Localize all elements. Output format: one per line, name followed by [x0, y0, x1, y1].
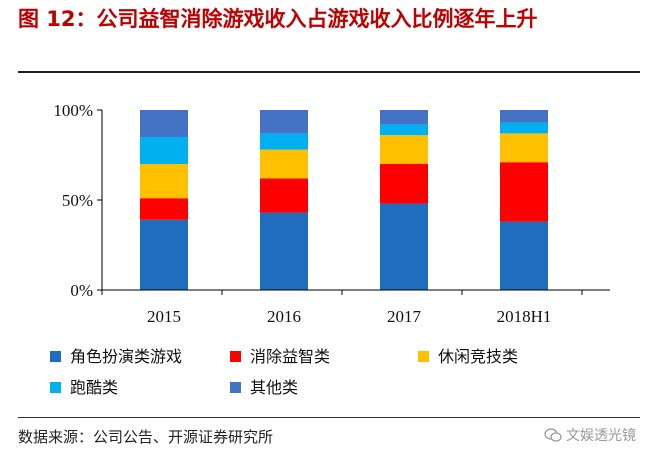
- bar-segment: [140, 198, 188, 220]
- bar-segment: [140, 110, 188, 137]
- x-tick-label: 2016: [267, 307, 301, 326]
- watermark-text: 文娱透光镜: [566, 428, 636, 444]
- bar-segment: [260, 110, 308, 134]
- legend-label: 其他类: [250, 378, 298, 397]
- bar-segment: [260, 212, 308, 290]
- bar-segment: [260, 178, 308, 213]
- x-tick-label: 2017: [387, 307, 422, 326]
- bar-segment: [380, 203, 428, 290]
- y-tick-label: 0%: [70, 281, 93, 300]
- legend-label: 消除益智类: [250, 347, 330, 366]
- bar-segment: [500, 221, 548, 290]
- bar-segment: [380, 135, 428, 164]
- x-tick-label: 2015: [147, 307, 181, 326]
- bar-segment: [260, 133, 308, 150]
- title-divider: [18, 71, 640, 73]
- bars-group: [140, 110, 548, 290]
- source-note: 数据来源：公司公告、开源证券研究所: [18, 428, 274, 446]
- bar-segment: [380, 124, 428, 136]
- bar-segment: [260, 149, 308, 179]
- legend-swatch: [230, 382, 241, 393]
- legend-label: 角色扮演类游戏: [70, 347, 182, 366]
- y-tick-label: 100%: [53, 101, 93, 120]
- watermark: 文娱透光镜: [544, 425, 636, 445]
- bar-segment: [500, 162, 548, 222]
- legend-swatch: [50, 382, 61, 393]
- figure-title: 图 12：公司益智消除游戏收入占游戏收入比例逐年上升: [18, 7, 538, 31]
- bar-segment: [500, 133, 548, 163]
- x-tick-label: 2018H1: [497, 307, 552, 326]
- legend-swatch: [50, 351, 61, 362]
- x-axis: 2015 2016 2017 2018H1: [101, 289, 610, 326]
- bar-segment: [380, 110, 428, 125]
- bar-segment: [500, 122, 548, 134]
- legend-label: 跑酷类: [70, 378, 118, 397]
- bar-segment: [140, 137, 188, 164]
- bar-segment: [140, 219, 188, 290]
- legend-swatch: [418, 351, 429, 362]
- legend-swatch: [230, 351, 241, 362]
- bar-segment: [500, 110, 548, 123]
- y-tick-label: 50%: [62, 191, 93, 210]
- bar-segment: [140, 164, 188, 199]
- source-divider: [18, 417, 640, 418]
- legend-label: 休闲竞技类: [438, 347, 518, 366]
- bar-segment: [380, 164, 428, 204]
- y-axis: 0% 50% 100%: [53, 101, 103, 300]
- wechat-icon: [544, 428, 562, 442]
